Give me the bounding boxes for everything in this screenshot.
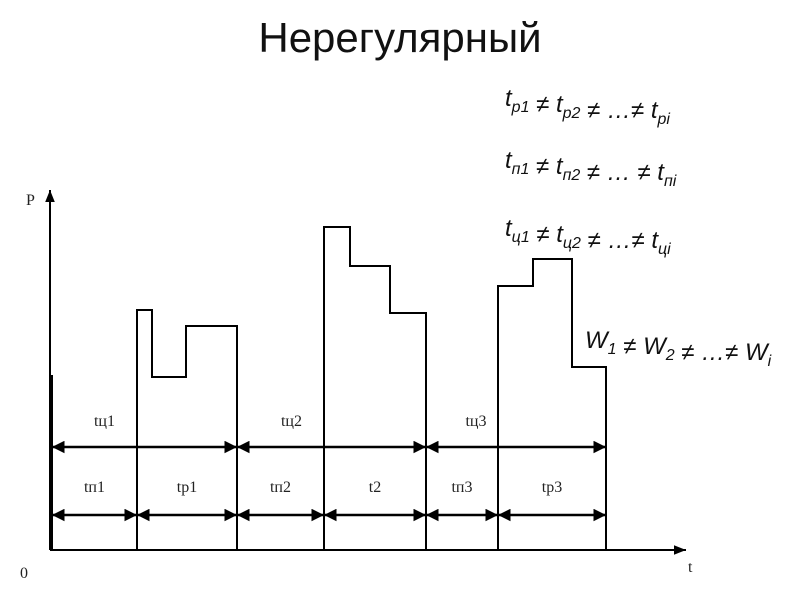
formula-part: W bbox=[745, 339, 770, 366]
x-axis-label: t bbox=[688, 559, 693, 576]
formula-part: t bbox=[505, 147, 513, 174]
formula-subscript: ц2 bbox=[563, 235, 581, 252]
formula-part: ≠ bbox=[530, 221, 557, 248]
arrows: tц1 tц2 tц3 tп1 tр1 tп2 t2 tп3 tр3 bbox=[52, 413, 606, 522]
formula-subscript: ц1 bbox=[512, 229, 530, 246]
formula-subscript: цi bbox=[658, 241, 671, 258]
formula-part: ≠ bbox=[529, 153, 556, 180]
formula-subscript: 1 bbox=[608, 341, 617, 358]
formula-part: t bbox=[556, 153, 564, 180]
cycle-label: tц3 bbox=[465, 413, 486, 430]
waveform bbox=[497, 258, 607, 550]
phase-label: tп3 bbox=[451, 479, 472, 496]
formula-subscript: 2 bbox=[665, 347, 675, 364]
formula-subscript: п1 bbox=[512, 161, 530, 178]
formula-part: t bbox=[556, 221, 564, 248]
formula-part: ≠ …≠ bbox=[580, 97, 650, 124]
phase-label: tп1 bbox=[84, 479, 105, 496]
formula-part: ≠ bbox=[617, 333, 644, 360]
waveform bbox=[323, 226, 427, 550]
formula-subscript: п2 bbox=[563, 167, 581, 184]
formula-part: t bbox=[651, 97, 659, 124]
phase-label: tр3 bbox=[542, 479, 562, 496]
y-axis-label: P bbox=[26, 192, 35, 209]
formula-part: W bbox=[643, 333, 668, 360]
formula-part: t bbox=[651, 227, 659, 254]
title: Нерегулярный bbox=[258, 14, 541, 61]
formula-subscript: р1 bbox=[511, 99, 530, 116]
formula-subscript: i bbox=[768, 353, 772, 370]
formula-part: t bbox=[657, 159, 665, 186]
cycle-label: tц2 bbox=[281, 413, 302, 430]
origin-label: 0 bbox=[20, 565, 28, 582]
formula-part: ≠ …≠ bbox=[581, 227, 651, 254]
waveform bbox=[136, 309, 238, 550]
phase-label: tр1 bbox=[177, 479, 197, 496]
phase-label: t2 bbox=[369, 479, 381, 496]
formula-subscript: рi bbox=[656, 111, 670, 128]
formula-part: t bbox=[556, 91, 564, 118]
formula-subscript: р2 bbox=[562, 105, 581, 122]
formula-part: ≠ bbox=[529, 91, 556, 118]
formula-part: t bbox=[505, 215, 513, 242]
formula-part: ≠ …≠ bbox=[675, 339, 745, 366]
formula: tп1 ≠ tп2 ≠ … ≠ tпi bbox=[505, 147, 677, 190]
cycle-label: tц1 bbox=[94, 413, 115, 430]
phase-label: tп2 bbox=[270, 479, 291, 496]
formula: tр1 ≠ tр2 ≠ …≠ tрi bbox=[505, 85, 670, 128]
formula-subscript: пi bbox=[664, 173, 677, 190]
formula: tц1 ≠ tц2 ≠ …≠ tцi bbox=[505, 215, 671, 258]
formula-part: t bbox=[505, 85, 513, 112]
formula-part: ≠ … ≠ bbox=[580, 159, 657, 186]
formula-part: W bbox=[585, 327, 610, 354]
formula: W1 ≠ W2 ≠ …≠ Wi bbox=[585, 327, 772, 370]
